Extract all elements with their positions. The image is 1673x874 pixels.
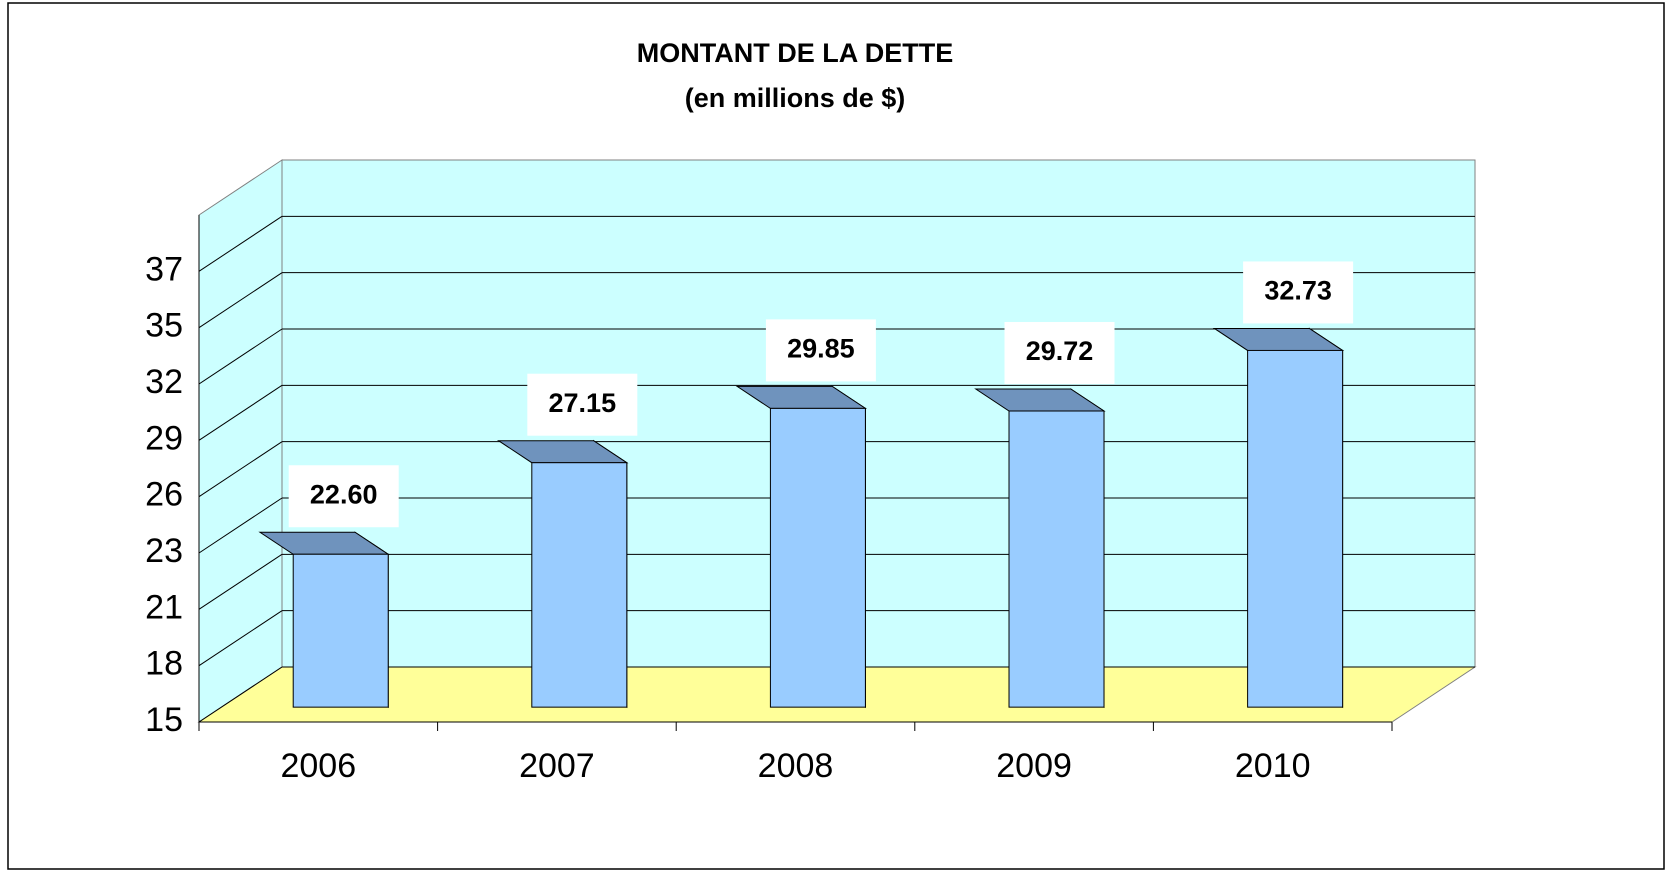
x-tick-label: 2007 [519,747,595,785]
x-tick-label: 2009 [996,747,1072,785]
value-label-box [288,465,399,528]
bar [292,553,389,708]
x-tick-label: 2006 [280,747,356,785]
y-tick-label: 29 [145,419,183,457]
grid-line [198,610,283,667]
value-label-box [1243,261,1354,324]
y-tick-label: 23 [145,532,183,570]
value-label: 22.60 [310,479,378,509]
y-tick-label: 21 [145,588,183,626]
grid-line [198,553,283,610]
y-tick-label: 26 [145,476,183,514]
grid-line [198,666,283,723]
y-tick-label: 35 [145,307,183,345]
bar [531,462,628,708]
y-tick-label: 18 [145,645,183,683]
value-label: 32.73 [1264,276,1332,306]
grid-line [198,328,283,385]
x-tick-label: 2008 [758,747,834,785]
bar [1247,349,1344,708]
y-tick-label: 15 [145,701,183,739]
grid-line [198,497,283,554]
chart-subtitle: (en millions de $) [685,83,906,113]
grid-line [198,441,283,498]
value-label-box [1004,321,1115,384]
value-label: 29.85 [787,334,855,364]
bar [1008,410,1105,708]
grid-line [198,384,283,441]
grid-line [198,272,283,329]
grid-line [198,215,283,272]
value-label-box [765,319,876,382]
y-tick-label: 32 [145,363,183,401]
y-tick-label: 37 [145,250,183,288]
value-label: 29.72 [1026,336,1094,366]
value-label: 27.15 [549,388,617,418]
value-label-box [527,373,638,436]
x-tick-label: 2010 [1235,747,1311,785]
bar [769,407,866,708]
chart-title: MONTANT DE LA DETTE [637,38,953,68]
